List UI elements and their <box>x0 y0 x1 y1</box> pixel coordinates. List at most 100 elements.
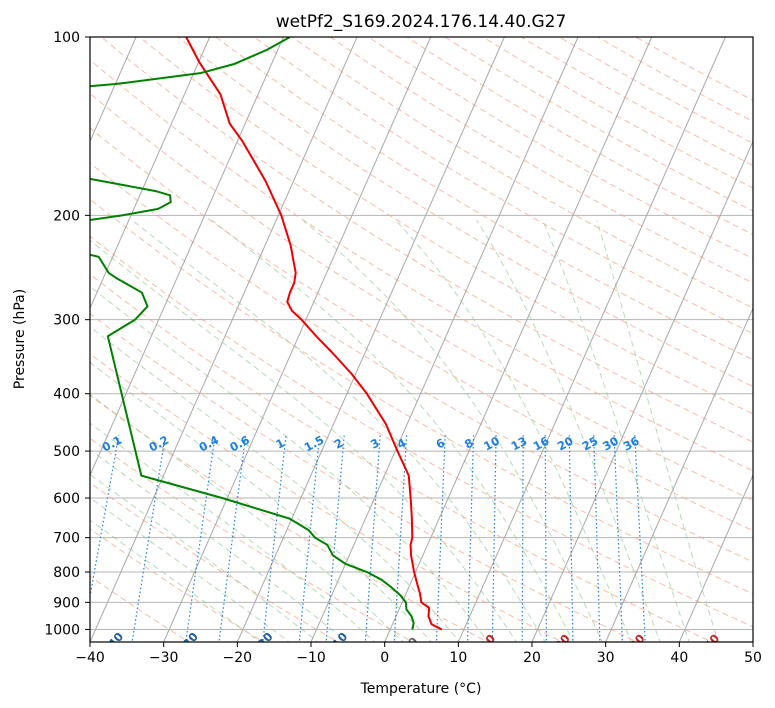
isotherm-line <box>384 37 653 642</box>
mixing-ratio-line <box>131 435 166 642</box>
isotherm-line <box>90 37 211 310</box>
moist-adiabat-line <box>90 519 261 642</box>
dry-adiabat-label: 0 <box>405 634 421 649</box>
dry-adiabat-line <box>215 37 753 361</box>
mixing-ratio-label: 25 <box>580 434 601 454</box>
dry-adiabat-line <box>367 37 753 260</box>
chart-title: wetPf2_S169.2024.176.14.40.G27 <box>276 12 567 32</box>
moist-adiabat-line <box>90 326 461 642</box>
moist-adiabat-line <box>90 496 290 642</box>
dry-adiabat-line <box>177 37 753 388</box>
moist-adiabat-line <box>476 220 661 642</box>
mixing-ratio-label: 16 <box>531 434 552 454</box>
dry-adiabat-label: 20 <box>552 631 573 652</box>
dry-adiabat-line <box>90 162 753 563</box>
dry-adiabat-line <box>520 37 753 167</box>
dry-adiabat-label: 10 <box>477 631 498 652</box>
mixing-ratio-line <box>262 435 287 642</box>
x-axis: −40 −30 −20 −10 0 10 20 30 40 50 <box>75 642 762 666</box>
x-tick-label: 30 <box>597 650 615 666</box>
dry-adiabat-line <box>405 37 753 236</box>
mixing-ratio-line <box>613 435 624 642</box>
x-tick-label: 50 <box>744 650 762 666</box>
isotherm-line <box>310 37 579 642</box>
y-axis: 1000 900 800 700 600 500 400 300 200 100 <box>44 30 90 638</box>
moist-adiabat-line <box>395 220 632 642</box>
x-tick-label: −40 <box>75 650 105 666</box>
isotherm-line <box>678 473 753 642</box>
y-axis-label: Pressure (hPa) <box>12 289 28 389</box>
mixing-ratio-line <box>593 435 601 642</box>
dry-adiabat-line <box>90 127 753 532</box>
moist-adiabat-line <box>90 422 376 642</box>
moist-adiabat-line <box>90 361 433 642</box>
mixing-ratio-line <box>568 435 574 642</box>
mixing-ratio-label: 10 <box>481 434 502 454</box>
mixing-ratio-line <box>491 435 497 642</box>
y-tick-label: 600 <box>53 491 80 507</box>
mixing-ratio-line <box>325 435 345 642</box>
mixing-ratio-line <box>393 435 408 642</box>
x-tick-label: 20 <box>523 650 541 666</box>
mixing-ratio-label: 13 <box>509 434 530 454</box>
mixing-ratio-lines <box>90 435 646 642</box>
isotherm-line <box>457 37 726 642</box>
y-tick-label: 1000 <box>44 622 80 638</box>
dry-adiabat-line <box>90 273 713 642</box>
y-tick-label: 400 <box>53 387 80 403</box>
dry-adiabat-line <box>291 37 753 309</box>
dry-adiabats <box>90 37 753 642</box>
y-tick-label: 900 <box>53 595 80 611</box>
dry-adiabat-line <box>90 437 414 642</box>
mixing-ratio-line <box>521 435 524 642</box>
y-tick-label: 300 <box>53 313 80 329</box>
moist-adiabat-line <box>90 473 319 642</box>
moist-adiabat-line <box>90 393 404 642</box>
y-tick-label: 700 <box>53 531 80 547</box>
moist-adiabat-line <box>302 220 603 642</box>
x-tick-label: 10 <box>449 650 467 666</box>
mixing-ratio-label: 20 <box>555 434 576 454</box>
axes-frame <box>89 36 754 643</box>
moist-adiabat-line <box>211 220 575 642</box>
x-tick-label: −30 <box>149 650 179 666</box>
dry-adiabat-line <box>138 37 753 415</box>
isotherm-line <box>163 37 432 642</box>
moist-adiabat-line <box>542 220 690 642</box>
mixing-ratio-line <box>185 435 216 642</box>
mixing-ratio-line <box>466 435 475 642</box>
mixing-ratio-line <box>364 435 381 642</box>
dry-adiabat-line <box>253 37 753 335</box>
profile-series <box>90 37 443 631</box>
y-tick-label: 100 <box>53 30 80 46</box>
dry-adiabat-line <box>100 37 753 443</box>
mixing-ratio-line <box>435 435 446 642</box>
dry-adiabat-line <box>558 37 753 144</box>
dry-adiabat-line <box>90 92 753 501</box>
isotherm-line <box>90 37 358 642</box>
y-tick-label: 500 <box>53 444 80 460</box>
dry-adiabat-line <box>90 312 639 642</box>
plot-area: 0.10.20.40.611.52346810131620253036-100-… <box>90 37 753 652</box>
mixing-ratio-line <box>90 435 120 600</box>
dry-adiabat-line <box>482 37 753 189</box>
dry-adiabat-line <box>443 37 753 212</box>
x-tick-label: 40 <box>670 650 688 666</box>
isotherm-line <box>531 140 753 642</box>
moist-adiabat-line <box>132 220 546 642</box>
x-tick-label: −10 <box>296 650 326 666</box>
dry-adiabat-label: 30 <box>626 631 647 652</box>
isotherm-line <box>605 306 753 642</box>
mixing-ratio-line <box>634 435 646 642</box>
dry-adiabat-line <box>90 394 489 642</box>
dewpoint-profile-line <box>90 37 415 630</box>
mixing-ratio-line <box>218 435 247 642</box>
mixing-ratio-label: 30 <box>600 434 621 454</box>
mixing-ratio-line <box>298 435 321 642</box>
dry-adiabat-label: 40 <box>701 631 722 652</box>
x-tick-label: 0 <box>380 650 389 666</box>
moist-adiabat-line <box>90 286 489 642</box>
isotherm-line <box>236 37 505 642</box>
